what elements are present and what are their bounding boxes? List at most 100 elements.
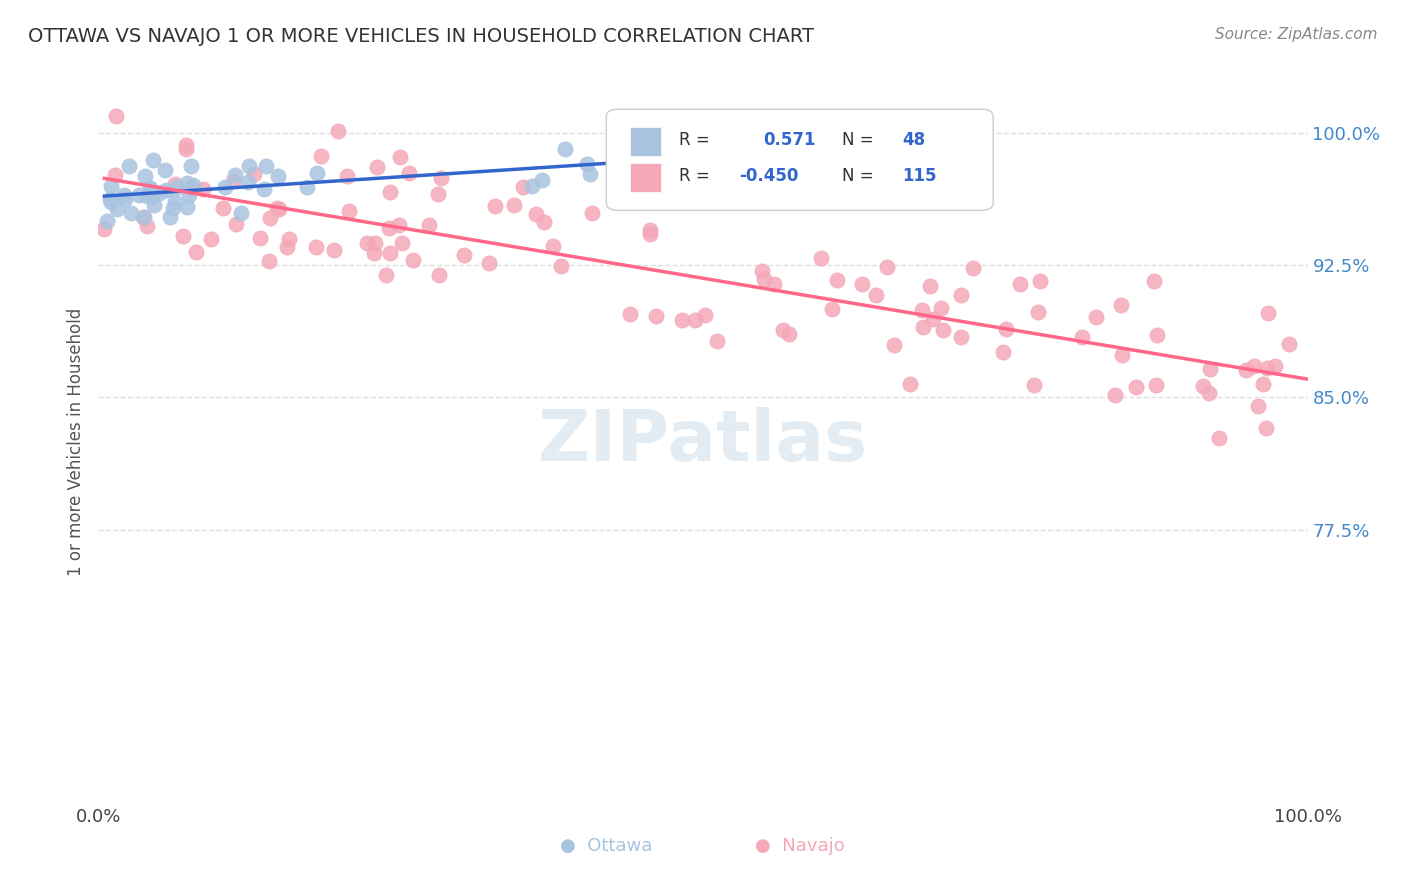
Point bbox=[995, 322, 1018, 336]
Point bbox=[180, 159, 202, 173]
Point bbox=[427, 268, 450, 283]
Point bbox=[224, 168, 246, 182]
Point bbox=[114, 192, 136, 206]
Point bbox=[911, 319, 934, 334]
Point bbox=[898, 377, 921, 392]
Point bbox=[1251, 376, 1274, 391]
Text: N =: N = bbox=[842, 131, 873, 149]
Point bbox=[100, 179, 122, 194]
Point bbox=[821, 301, 844, 316]
Point bbox=[876, 260, 898, 274]
Point bbox=[174, 137, 197, 152]
Point bbox=[139, 182, 162, 196]
Point bbox=[162, 201, 184, 215]
Point bbox=[148, 186, 170, 201]
Point bbox=[810, 251, 832, 265]
Point bbox=[134, 169, 156, 183]
Point bbox=[225, 217, 247, 231]
Point bbox=[135, 219, 157, 234]
Point bbox=[619, 307, 641, 321]
Point bbox=[524, 207, 547, 221]
Point bbox=[96, 214, 118, 228]
Text: 48: 48 bbox=[903, 131, 925, 149]
Point bbox=[991, 345, 1014, 359]
Point bbox=[530, 173, 553, 187]
Point bbox=[163, 177, 186, 191]
Point bbox=[950, 288, 973, 302]
Point bbox=[1243, 359, 1265, 373]
Point bbox=[825, 273, 848, 287]
Point bbox=[100, 194, 122, 209]
Text: ●  Navajo: ● Navajo bbox=[755, 838, 845, 855]
Point bbox=[402, 252, 425, 267]
Point bbox=[398, 166, 420, 180]
Point bbox=[391, 236, 413, 251]
Point bbox=[1198, 385, 1220, 400]
Point bbox=[533, 215, 555, 229]
Point bbox=[429, 171, 451, 186]
Text: -0.450: -0.450 bbox=[740, 168, 799, 186]
Point bbox=[222, 174, 245, 188]
Point bbox=[931, 323, 953, 337]
Point bbox=[259, 211, 281, 226]
Point bbox=[1111, 348, 1133, 362]
Point bbox=[950, 330, 973, 344]
Point bbox=[105, 202, 128, 216]
Point bbox=[1109, 298, 1132, 312]
Point bbox=[181, 178, 204, 192]
Point bbox=[686, 160, 709, 174]
Point bbox=[1125, 380, 1147, 394]
Point bbox=[166, 180, 188, 194]
Point bbox=[1008, 277, 1031, 291]
Point bbox=[962, 260, 984, 275]
Point bbox=[276, 239, 298, 253]
Point bbox=[693, 309, 716, 323]
Point bbox=[720, 137, 742, 152]
Point bbox=[554, 142, 576, 156]
Point bbox=[155, 183, 177, 197]
Point bbox=[706, 334, 728, 348]
Point bbox=[309, 148, 332, 162]
Point bbox=[135, 189, 157, 203]
Point bbox=[153, 163, 176, 178]
Point bbox=[911, 302, 934, 317]
Point bbox=[229, 205, 252, 219]
Point bbox=[575, 157, 598, 171]
Point bbox=[257, 253, 280, 268]
Point bbox=[118, 159, 141, 173]
Point bbox=[356, 235, 378, 250]
Point bbox=[238, 176, 260, 190]
Point bbox=[1234, 363, 1257, 377]
Text: 0.571: 0.571 bbox=[763, 131, 815, 149]
Point bbox=[388, 150, 411, 164]
Point bbox=[134, 210, 156, 224]
Point bbox=[541, 239, 564, 253]
Point bbox=[387, 218, 409, 232]
Point bbox=[267, 202, 290, 216]
Point bbox=[143, 197, 166, 211]
Point bbox=[380, 185, 402, 199]
Point bbox=[112, 187, 135, 202]
Point bbox=[683, 313, 706, 327]
Point bbox=[1264, 359, 1286, 374]
Point bbox=[453, 247, 475, 261]
Point bbox=[266, 201, 288, 215]
Point bbox=[184, 244, 207, 259]
Point bbox=[751, 263, 773, 277]
Point bbox=[1256, 361, 1278, 376]
Point bbox=[305, 166, 328, 180]
Point bbox=[238, 159, 260, 173]
Text: OTTAWA VS NAVAJO 1 OR MORE VEHICLES IN HOUSEHOLD CORRELATION CHART: OTTAWA VS NAVAJO 1 OR MORE VEHICLES IN H… bbox=[28, 27, 814, 45]
Point bbox=[918, 279, 941, 293]
Point bbox=[1029, 273, 1052, 287]
Point bbox=[638, 227, 661, 241]
Point bbox=[550, 259, 572, 273]
Point bbox=[174, 142, 197, 156]
Text: R =: R = bbox=[679, 168, 710, 186]
Point bbox=[778, 327, 800, 342]
Point bbox=[142, 153, 165, 168]
Point bbox=[120, 206, 142, 220]
Point bbox=[366, 160, 388, 174]
FancyBboxPatch shape bbox=[630, 128, 661, 156]
Point bbox=[1146, 327, 1168, 342]
